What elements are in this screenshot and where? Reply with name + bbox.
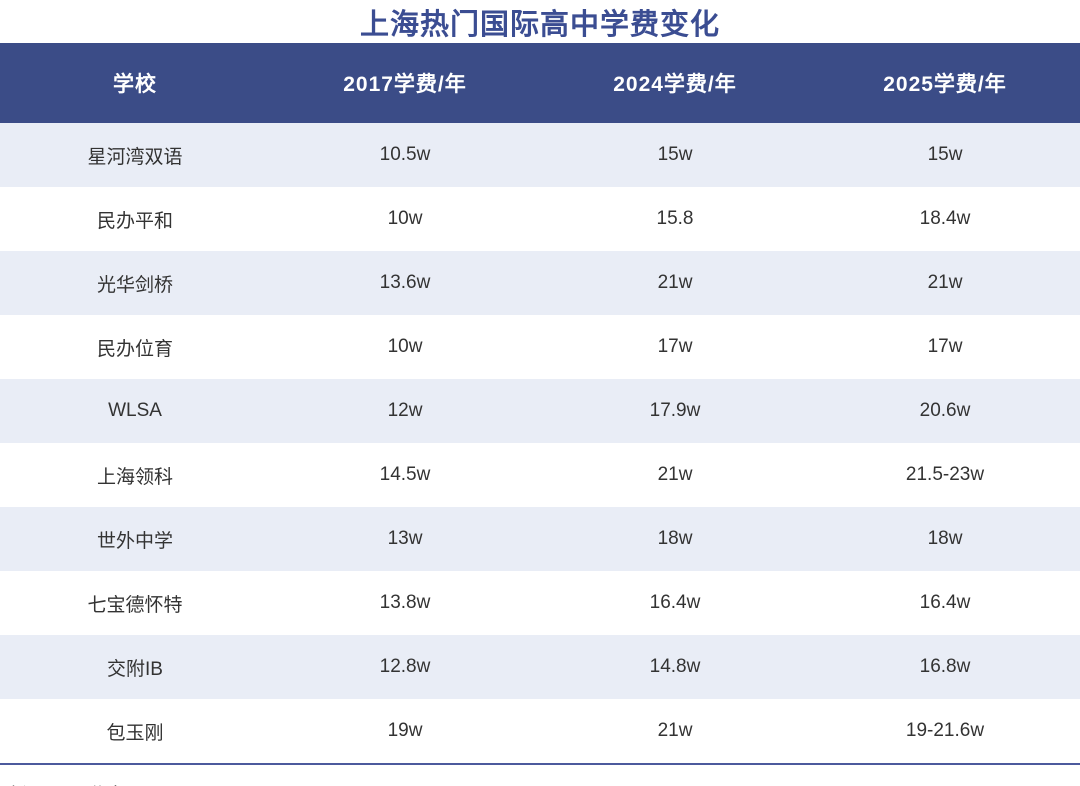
school-cell: 光华剑桥: [0, 251, 270, 315]
col-header-fee-2017: 2017学费/年: [270, 43, 540, 123]
fee-2017-cell: 10w: [270, 187, 540, 251]
school-cell: 七宝德怀特: [0, 571, 270, 635]
school-cell: 包玉刚: [0, 699, 270, 763]
fee-2025-cell: 20.6w: [810, 379, 1080, 443]
header-row: 学校 2017学费/年 2024学费/年 2025学费/年: [0, 43, 1080, 123]
col-header-school: 学校: [0, 43, 270, 123]
fee-2017-cell: 12w: [270, 379, 540, 443]
table-row: 包玉刚 19w 21w 19-21.6w: [0, 699, 1080, 763]
table-row: 上海领科 14.5w 21w 21.5-23w: [0, 443, 1080, 507]
school-cell: 民办平和: [0, 187, 270, 251]
fee-2025-cell: 18w: [810, 507, 1080, 571]
col-header-fee-2025: 2025学费/年: [810, 43, 1080, 123]
fee-2017-cell: 14.5w: [270, 443, 540, 507]
fee-2017-cell: 10.5w: [270, 123, 540, 187]
table-row: 世外中学 13w 18w 18w: [0, 507, 1080, 571]
fee-2017-cell: 13w: [270, 507, 540, 571]
source-note: 来源：公开信息: [0, 765, 1080, 786]
fee-2025-cell: 15w: [810, 123, 1080, 187]
fee-2025-cell: 17w: [810, 315, 1080, 379]
fee-2024-cell: 16.4w: [540, 571, 810, 635]
fee-2025-cell: 21w: [810, 251, 1080, 315]
fee-2025-cell: 16.4w: [810, 571, 1080, 635]
school-cell: 星河湾双语: [0, 123, 270, 187]
fee-2025-cell: 18.4w: [810, 187, 1080, 251]
tuition-table: 学校 2017学费/年 2024学费/年 2025学费/年 星河湾双语 10.5…: [0, 43, 1080, 763]
school-cell: 世外中学: [0, 507, 270, 571]
table-row: WLSA 12w 17.9w 20.6w: [0, 379, 1080, 443]
fee-2024-cell: 21w: [540, 443, 810, 507]
table-row: 民办位育 10w 17w 17w: [0, 315, 1080, 379]
fee-2017-cell: 13.6w: [270, 251, 540, 315]
table-body: 星河湾双语 10.5w 15w 15w 民办平和 10w 15.8 18.4w …: [0, 123, 1080, 763]
fee-2024-cell: 17w: [540, 315, 810, 379]
fee-2017-cell: 19w: [270, 699, 540, 763]
fee-2024-cell: 21w: [540, 699, 810, 763]
fee-2024-cell: 15.8: [540, 187, 810, 251]
school-cell: 上海领科: [0, 443, 270, 507]
page-title: 上海热门国际高中学费变化: [359, 8, 720, 41]
fee-2024-cell: 17.9w: [540, 379, 810, 443]
fee-2024-cell: 15w: [540, 123, 810, 187]
table-row: 交附IB 12.8w 14.8w 16.8w: [0, 635, 1080, 699]
fee-2024-cell: 21w: [540, 251, 810, 315]
fee-2025-cell: 19-21.6w: [810, 699, 1080, 763]
fee-2025-cell: 16.8w: [810, 635, 1080, 699]
table-row: 光华剑桥 13.6w 21w 21w: [0, 251, 1080, 315]
table-row: 星河湾双语 10.5w 15w 15w: [0, 123, 1080, 187]
fee-2017-cell: 12.8w: [270, 635, 540, 699]
fee-2017-cell: 10w: [270, 315, 540, 379]
table-bottom-divider: [0, 763, 1080, 765]
fee-2024-cell: 18w: [540, 507, 810, 571]
school-cell: WLSA: [0, 379, 270, 443]
table-row: 七宝德怀特 13.8w 16.4w 16.4w: [0, 571, 1080, 635]
fee-2017-cell: 13.8w: [270, 571, 540, 635]
fee-2025-cell: 21.5-23w: [810, 443, 1080, 507]
table-row: 民办平和 10w 15.8 18.4w: [0, 187, 1080, 251]
col-header-fee-2024: 2024学费/年: [540, 43, 810, 123]
table-header: 学校 2017学费/年 2024学费/年 2025学费/年: [0, 43, 1080, 123]
fee-2024-cell: 14.8w: [540, 635, 810, 699]
school-cell: 民办位育: [0, 315, 270, 379]
school-cell: 交附IB: [0, 635, 270, 699]
